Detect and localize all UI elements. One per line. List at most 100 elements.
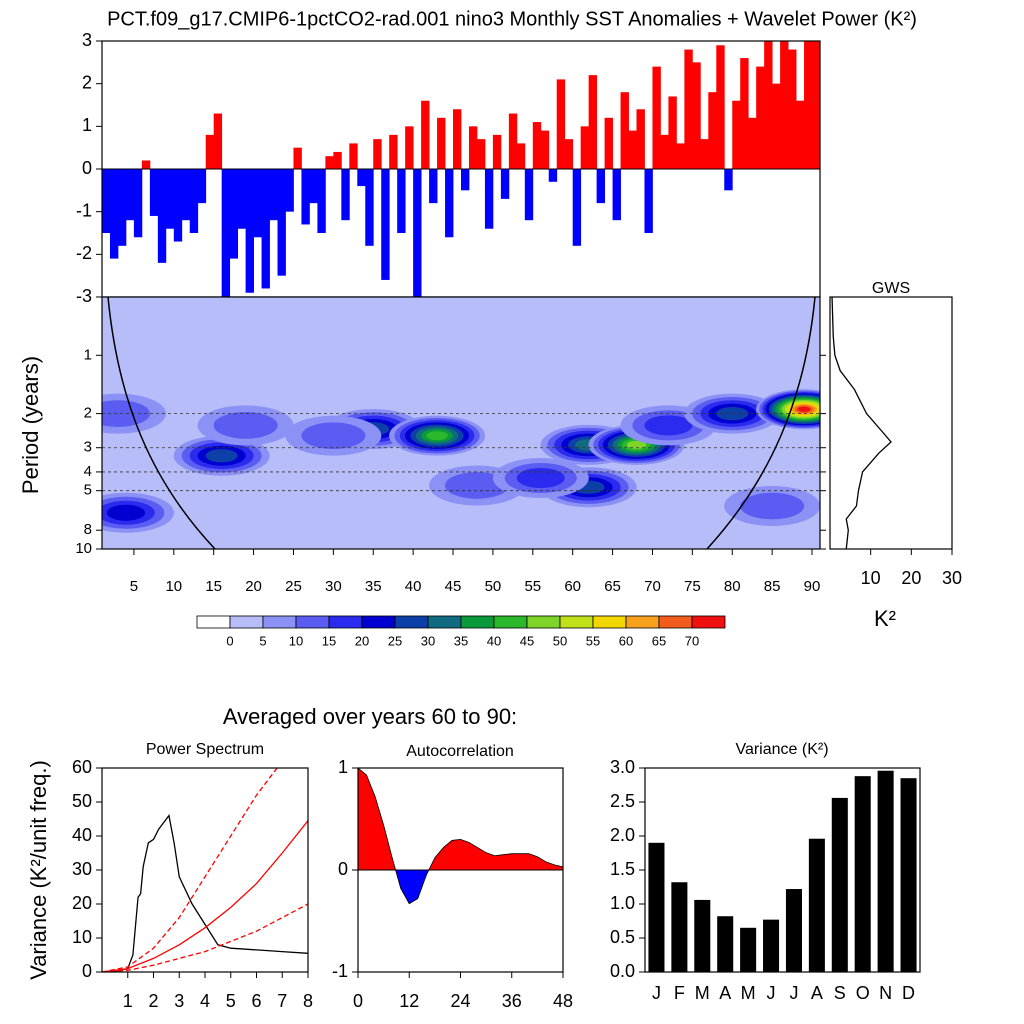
plot-area	[358, 768, 563, 905]
anomaly-bar	[596, 169, 605, 204]
x-tick-label: 20	[245, 578, 262, 595]
x-tick-label: 3	[174, 991, 184, 1011]
y-tick-label: -3	[76, 286, 92, 306]
bar	[785, 889, 802, 972]
y-tick-label: 8	[84, 521, 92, 538]
x-tick-label: 55	[524, 578, 541, 595]
colorbar-box	[394, 615, 429, 629]
y-tick-label: 0	[338, 859, 348, 879]
x-tick-label: D	[902, 983, 915, 1003]
x-tick-label: A	[811, 983, 823, 1003]
anomaly-bar	[373, 139, 382, 169]
x-tick-label: 45	[445, 578, 462, 595]
anomaly-bar	[149, 169, 159, 216]
anomaly-bar	[636, 109, 645, 169]
line	[102, 820, 308, 972]
x-tick-label: F	[674, 983, 685, 1003]
plot-area	[102, 41, 820, 297]
x-tick-label: 48	[553, 991, 573, 1011]
anomaly-bar	[309, 169, 318, 204]
bar	[717, 916, 734, 972]
anomaly-bar	[628, 130, 637, 169]
x-tick-label: 60	[564, 578, 581, 595]
bar	[671, 882, 688, 972]
colorbar-box	[658, 615, 693, 629]
y-tick-label: 1.0	[610, 893, 635, 913]
x-tick-label: 24	[450, 991, 470, 1011]
anomaly-bar	[660, 134, 669, 169]
autocorr-area	[358, 768, 563, 870]
anomaly-bar	[724, 169, 733, 191]
anomaly-bar	[468, 126, 478, 169]
anomaly-bar	[684, 49, 693, 169]
anomaly-bar	[484, 169, 494, 229]
anomaly-bar	[804, 41, 813, 169]
anomaly-bar	[700, 139, 709, 169]
axes-frame	[101, 767, 309, 973]
x-tick-label: 70	[644, 578, 661, 595]
anomaly-bar	[708, 92, 717, 169]
colorbar-box	[526, 615, 561, 629]
autocorr-outline	[358, 768, 563, 905]
x-tick-label: 4	[200, 991, 210, 1011]
x-tick-label: 10	[165, 578, 182, 595]
x-tick-label: 12	[399, 991, 419, 1011]
anomaly-bar	[365, 169, 374, 246]
anomaly-bar	[333, 151, 342, 169]
anomaly-bar	[676, 143, 685, 169]
colorbar-box	[427, 615, 462, 629]
anomaly-bar	[325, 156, 334, 169]
bar	[877, 770, 894, 972]
y-tick-label: 2	[82, 72, 92, 92]
power-contour	[644, 415, 693, 436]
power-contour	[205, 449, 238, 463]
x-tick-label: 30	[325, 578, 342, 595]
colorbar-label: 30	[421, 633, 435, 648]
anomaly-bar	[445, 169, 454, 238]
subtitle: Averaged over years 60 to 90:	[223, 704, 517, 729]
anomaly-bar	[732, 100, 741, 169]
y-tick-label: 1.5	[610, 859, 635, 879]
y-axis-label: Period (years)	[18, 356, 43, 494]
anomaly-bar	[620, 92, 629, 169]
colorbar-label: 55	[586, 633, 600, 648]
anomaly-bar	[437, 117, 446, 169]
y-tick-label: 1	[82, 115, 92, 135]
anomaly-bar	[588, 75, 598, 169]
main-title: PCT.f09_g17.CMIP6-1pctCO2-rad.001 nino3 …	[107, 8, 917, 30]
x-tick-label: J	[767, 983, 776, 1003]
anomaly-bar	[796, 100, 805, 169]
x-tick-label: 5	[226, 991, 236, 1011]
anomaly-bar	[500, 169, 510, 199]
anomaly-bar	[189, 169, 199, 233]
x-tick-label: S	[834, 983, 846, 1003]
y-tick-label: -1	[332, 961, 348, 981]
anomaly-bar	[229, 169, 239, 259]
axes-frame	[829, 296, 953, 550]
power-contour	[213, 412, 278, 439]
anomaly-bar	[213, 113, 223, 169]
anomaly-bar	[516, 143, 526, 169]
x-tick-label: 10	[861, 568, 881, 588]
x-tick-label: 2	[148, 991, 158, 1011]
colorbar-label: 50	[553, 633, 567, 648]
x-tick-label: J	[652, 983, 661, 1003]
anomaly-bar	[269, 169, 278, 221]
anomaly-bar	[612, 169, 621, 221]
x-tick-label: 80	[724, 578, 741, 595]
bar	[694, 899, 711, 972]
anomaly-bar	[572, 169, 582, 246]
panel-title: Power Spectrum	[146, 741, 264, 758]
anomaly-bar	[716, 45, 725, 170]
bar	[648, 842, 665, 972]
anomaly-bar	[508, 113, 518, 169]
colorbar-box	[295, 615, 330, 629]
anomaly-bar	[652, 66, 661, 169]
anomaly-bar	[413, 169, 422, 297]
y-tick-label: 0.0	[610, 961, 635, 981]
anomaly-bar	[524, 169, 534, 221]
x-tick-label: 40	[405, 578, 422, 595]
anomaly-bar	[772, 83, 781, 169]
bar	[900, 778, 917, 972]
line	[831, 297, 892, 549]
